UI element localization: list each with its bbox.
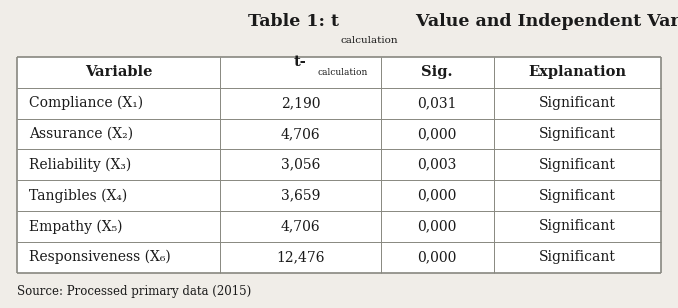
Text: Significant: Significant	[539, 250, 616, 264]
Text: Significant: Significant	[539, 96, 616, 110]
Text: 0,000: 0,000	[418, 188, 457, 203]
Text: Table 1: t: Table 1: t	[248, 13, 339, 30]
Text: Variable: Variable	[85, 65, 152, 79]
Text: 12,476: 12,476	[276, 250, 325, 264]
Text: Compliance (X₁): Compliance (X₁)	[29, 96, 143, 110]
Text: 0,003: 0,003	[418, 158, 457, 172]
Text: 2,190: 2,190	[281, 96, 320, 110]
Text: 3,056: 3,056	[281, 158, 320, 172]
Text: Responsiveness (X₆): Responsiveness (X₆)	[29, 250, 171, 264]
Text: calculation: calculation	[340, 36, 398, 45]
Text: 0,031: 0,031	[418, 96, 457, 110]
Text: Assurance (X₂): Assurance (X₂)	[29, 127, 134, 141]
Text: 0,000: 0,000	[418, 219, 457, 233]
Text: Empathy (X₅): Empathy (X₅)	[29, 219, 123, 233]
Text: 3,659: 3,659	[281, 188, 320, 203]
Text: 4,706: 4,706	[281, 219, 320, 233]
Text: Significant: Significant	[539, 158, 616, 172]
Text: 0,000: 0,000	[418, 127, 457, 141]
Text: t-: t-	[294, 55, 306, 69]
Bar	[17, 57, 661, 273]
Text: Explanation: Explanation	[528, 65, 626, 79]
Text: Significant: Significant	[539, 127, 616, 141]
Text: 4,706: 4,706	[281, 127, 320, 141]
Text: Reliability (X₃): Reliability (X₃)	[29, 158, 132, 172]
Text: Source: Processed primary data (2015): Source: Processed primary data (2015)	[17, 285, 252, 298]
Text: Significant: Significant	[539, 188, 616, 203]
Text: Tangibles (X₄): Tangibles (X₄)	[29, 188, 127, 203]
Text: calculation: calculation	[317, 68, 367, 77]
Text: Value and Independent Variable Significance: Value and Independent Variable Significa…	[410, 13, 678, 30]
Text: Sig.: Sig.	[422, 65, 453, 79]
Text: 0,000: 0,000	[418, 250, 457, 264]
Text: Significant: Significant	[539, 219, 616, 233]
